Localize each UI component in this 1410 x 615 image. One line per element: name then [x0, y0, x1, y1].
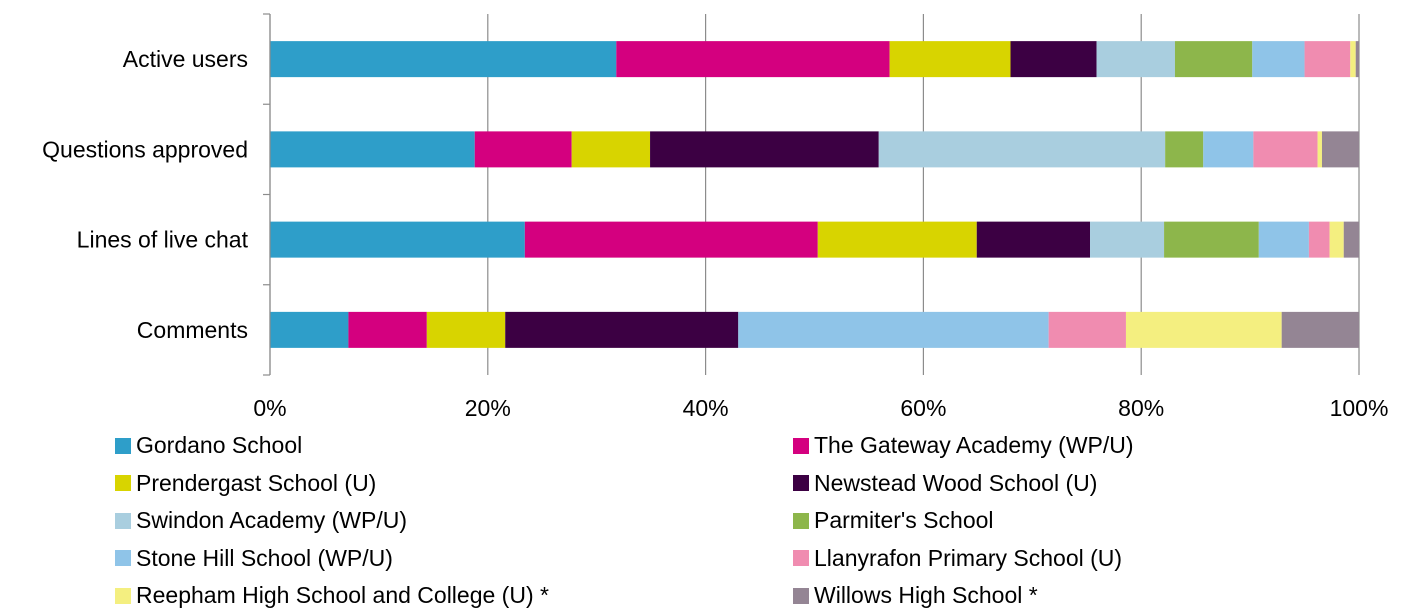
legend-label: Llanyrafon Primary School (U) [814, 544, 1123, 571]
bar-segment [1253, 131, 1318, 168]
bar-segment [1304, 41, 1351, 78]
bar-segment [474, 131, 572, 168]
bar-segment [878, 131, 1166, 168]
category-label: Active users [123, 46, 248, 72]
bar-segment [650, 131, 879, 168]
bar-segment [270, 221, 525, 258]
category-label: Comments [137, 317, 248, 343]
bar-segment [270, 41, 617, 78]
x-tick-label: 40% [683, 395, 729, 421]
legend-item: Swindon Academy (WP/U) [115, 502, 793, 540]
bar-segment [270, 311, 349, 348]
bar-segment [1355, 41, 1359, 78]
legend-label: The Gateway Academy (WP/U) [814, 432, 1134, 459]
bar-segment [1343, 221, 1359, 258]
bar-segment [1125, 311, 1282, 348]
bar-segment [1090, 221, 1165, 258]
x-tick-label: 80% [1118, 395, 1164, 421]
bar-segment [524, 221, 818, 258]
legend-swatch [115, 587, 131, 604]
bar-segment [1174, 41, 1253, 78]
legend: Gordano School The Gateway Academy (WP/U)… [115, 427, 1375, 615]
bar-segment [1317, 131, 1322, 168]
bar-segment [1048, 311, 1126, 348]
legend-swatch [793, 475, 809, 492]
legend-label: Newstead Wood School (U) [814, 469, 1098, 496]
legend-label: Stone Hill School (WP/U) [136, 544, 393, 571]
legend-item: Parmiter's School [793, 502, 1353, 540]
x-tick-label: 0% [253, 395, 286, 421]
x-tick-label: 100% [1330, 395, 1389, 421]
bar-segment [1164, 221, 1259, 258]
bar-segment [738, 311, 1049, 348]
legend-swatch [793, 550, 809, 567]
bar-segment [270, 131, 475, 168]
bar-segment [889, 41, 1011, 78]
bar-segment [1258, 221, 1309, 258]
legend-item: Reepham High School and College (U) * [115, 577, 793, 615]
bar-segment [1165, 131, 1204, 168]
legend-item: Newstead Wood School (U) [793, 465, 1353, 503]
bar-segment [1329, 221, 1344, 258]
legend-label: Prendergast School (U) [136, 469, 377, 496]
bar-segment [348, 311, 427, 348]
legend-swatch [793, 437, 809, 454]
legend-item: The Gateway Academy (WP/U) [793, 427, 1353, 465]
bar-segment [616, 41, 890, 78]
bar-segment [817, 221, 977, 258]
legend-swatch [793, 512, 809, 529]
legend-label: Reepham High School and College (U) * [136, 582, 549, 609]
bar-segment [1010, 41, 1097, 78]
legend-label: Swindon Academy (WP/U) [136, 507, 407, 534]
x-tick-label: 20% [465, 395, 511, 421]
legend-item: Willows High School * [793, 577, 1353, 615]
legend-label: Gordano School [136, 432, 303, 459]
legend-item: Gordano School [115, 427, 793, 465]
category-label: Questions approved [42, 136, 248, 162]
bar-segment [976, 221, 1091, 258]
legend-label: Parmiter's School [814, 507, 994, 534]
bar-segment [1252, 41, 1305, 78]
bar-segment [1321, 131, 1359, 168]
legend-item: Stone Hill School (WP/U) [115, 540, 793, 578]
legend-swatch [115, 550, 131, 567]
bar-segment [1308, 221, 1330, 258]
bar-segment [1350, 41, 1356, 78]
legend-label: Willows High School * [814, 582, 1038, 609]
bar-segment [1096, 41, 1175, 78]
legend-swatch [115, 437, 131, 454]
bar-segment [505, 311, 739, 348]
legend-swatch [115, 512, 131, 529]
legend-swatch [793, 587, 809, 604]
category-label: Lines of live chat [77, 227, 249, 253]
x-tick-label: 60% [900, 395, 946, 421]
legend-item: Prendergast School (U) [115, 465, 793, 503]
bar-segment [1203, 131, 1254, 168]
legend-item: Llanyrafon Primary School (U) [793, 540, 1353, 578]
legend-swatch [115, 475, 131, 492]
bar-segment [426, 311, 506, 348]
bar-segment [571, 131, 651, 168]
bar-segment [1281, 311, 1359, 348]
